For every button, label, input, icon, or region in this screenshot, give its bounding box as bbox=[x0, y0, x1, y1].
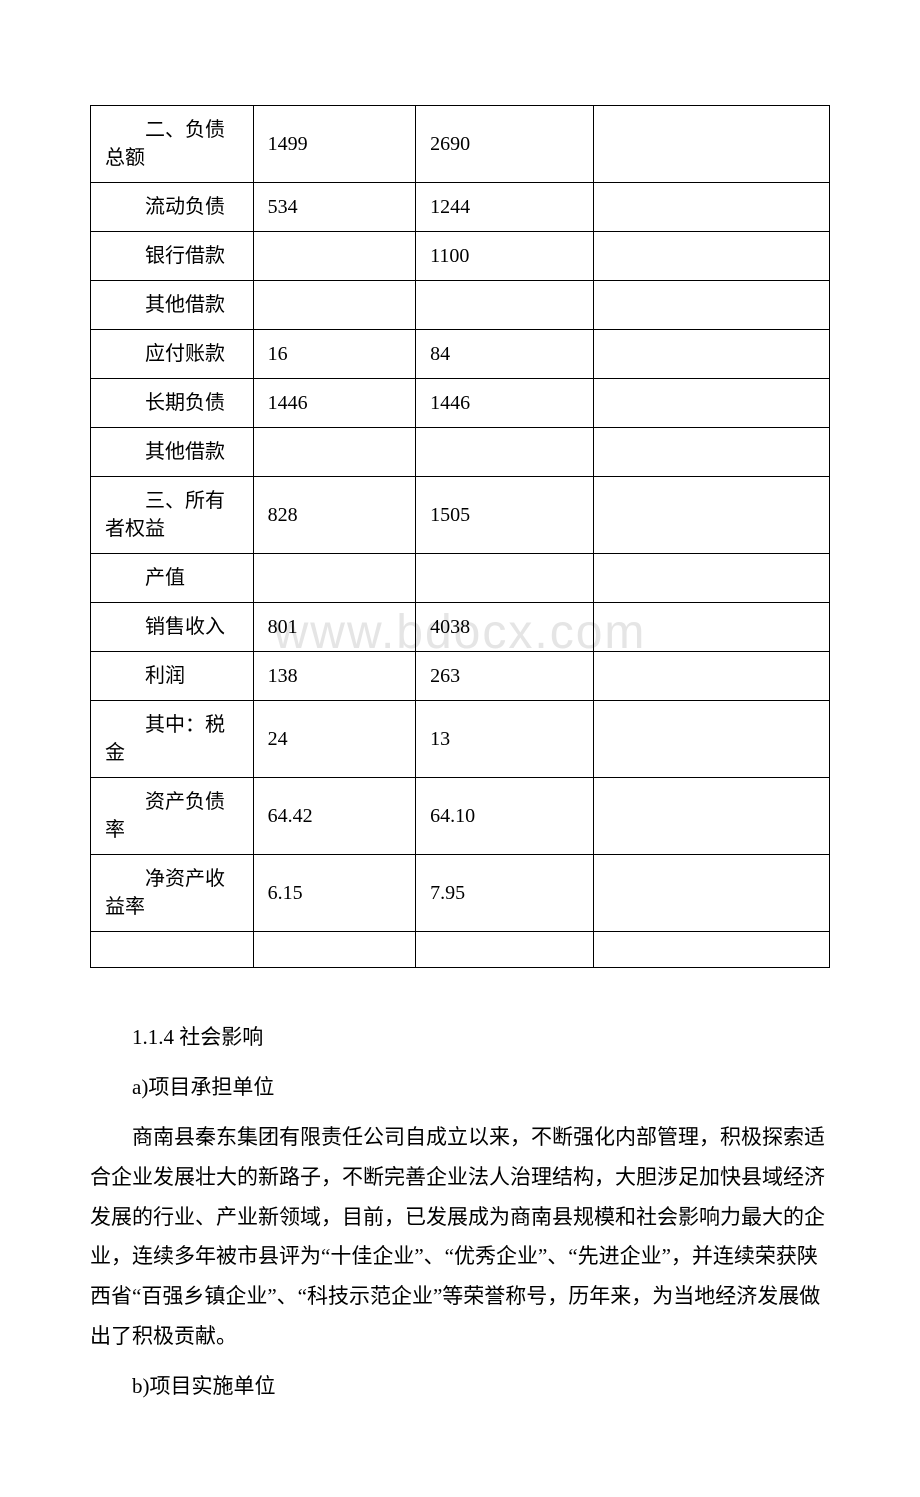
subsection-a-text: 商南县秦东集团有限责任公司自成立以来，不断强化内部管理，积极探索适合企业发展壮大… bbox=[90, 1118, 830, 1357]
row-value-2: 7.95 bbox=[416, 855, 593, 932]
row-value-3 bbox=[593, 603, 829, 652]
subsection-b-label: b)项目实施单位 bbox=[90, 1367, 830, 1407]
row-value-2: 1505 bbox=[416, 477, 593, 554]
row-value-3 bbox=[593, 477, 829, 554]
row-value-3 bbox=[593, 778, 829, 855]
row-value-3 bbox=[593, 281, 829, 330]
row-value-3 bbox=[593, 428, 829, 477]
row-value-2: 84 bbox=[416, 330, 593, 379]
row-value-3 bbox=[593, 330, 829, 379]
table-row: 二、负债总额 1499 2690 bbox=[91, 106, 830, 183]
subsection-a-label: a)项目承担单位 bbox=[90, 1068, 830, 1108]
row-value-1 bbox=[253, 281, 416, 330]
table-row: 销售收入 801 4038 bbox=[91, 603, 830, 652]
row-value-3 bbox=[593, 855, 829, 932]
table-row: 净资产收益率 6.15 7.95 bbox=[91, 855, 830, 932]
row-value-1: 1499 bbox=[253, 106, 416, 183]
row-label: 银行借款 bbox=[105, 242, 239, 270]
row-value-1: 138 bbox=[253, 652, 416, 701]
row-value-3 bbox=[593, 106, 829, 183]
row-value-1: 1446 bbox=[253, 379, 416, 428]
row-value-2 bbox=[416, 554, 593, 603]
row-label: 资产负债率 bbox=[105, 788, 239, 844]
row-value-1: 534 bbox=[253, 183, 416, 232]
row-label: 三、所有者权益 bbox=[105, 487, 239, 543]
row-value-1: 16 bbox=[253, 330, 416, 379]
row-label: 产值 bbox=[105, 564, 239, 592]
row-label: 利润 bbox=[105, 662, 239, 690]
row-label: 其他借款 bbox=[105, 438, 239, 466]
row-value-3 bbox=[593, 232, 829, 281]
row-label: 其他借款 bbox=[105, 291, 239, 319]
row-label: 应付账款 bbox=[105, 340, 239, 368]
row-value-2: 13 bbox=[416, 701, 593, 778]
row-label: 其中：税金 bbox=[105, 711, 239, 767]
table-row: 应付账款 16 84 bbox=[91, 330, 830, 379]
row-value-1 bbox=[253, 428, 416, 477]
body-text-section: 1.1.4 社会影响 a)项目承担单位 商南县秦东集团有限责任公司自成立以来，不… bbox=[90, 1018, 830, 1407]
row-label: 净资产收益率 bbox=[105, 865, 239, 921]
row-value-2 bbox=[416, 281, 593, 330]
row-value-2: 263 bbox=[416, 652, 593, 701]
row-value-3 bbox=[593, 379, 829, 428]
row-value-3 bbox=[593, 652, 829, 701]
table-row: 资产负债率 64.42 64.10 bbox=[91, 778, 830, 855]
row-label: 二、负债总额 bbox=[105, 116, 239, 172]
row-value-2 bbox=[416, 428, 593, 477]
table-row: 其中：税金 24 13 bbox=[91, 701, 830, 778]
row-value-3 bbox=[593, 183, 829, 232]
row-value-2: 2690 bbox=[416, 106, 593, 183]
row-value-2: 64.10 bbox=[416, 778, 593, 855]
row-value-2: 1446 bbox=[416, 379, 593, 428]
row-value-1: 24 bbox=[253, 701, 416, 778]
row-value-2: 1100 bbox=[416, 232, 593, 281]
row-value-1 bbox=[253, 232, 416, 281]
row-value-1: 6.15 bbox=[253, 855, 416, 932]
row-value-1 bbox=[253, 554, 416, 603]
row-value-3 bbox=[593, 554, 829, 603]
row-value-1: 64.42 bbox=[253, 778, 416, 855]
row-label: 销售收入 bbox=[105, 613, 239, 641]
row-value-2: 1244 bbox=[416, 183, 593, 232]
table-row: 长期负债 1446 1446 bbox=[91, 379, 830, 428]
row-label: 长期负债 bbox=[105, 389, 239, 417]
table-row: 流动负债 534 1244 bbox=[91, 183, 830, 232]
row-value-2: 4038 bbox=[416, 603, 593, 652]
row-label: 流动负债 bbox=[105, 193, 239, 221]
table-row: 三、所有者权益 828 1505 bbox=[91, 477, 830, 554]
row-value-1: 828 bbox=[253, 477, 416, 554]
table-row: 其他借款 bbox=[91, 281, 830, 330]
table-row: 其他借款 bbox=[91, 428, 830, 477]
table-row: 利润 138 263 bbox=[91, 652, 830, 701]
section-heading: 1.1.4 社会影响 bbox=[90, 1018, 830, 1058]
row-value-1: 801 bbox=[253, 603, 416, 652]
row-value-3 bbox=[593, 701, 829, 778]
table-row: 银行借款 1100 bbox=[91, 232, 830, 281]
table-row: 产值 bbox=[91, 554, 830, 603]
financial-table: 二、负债总额 1499 2690 流动负债 534 1244 银行借款 1100 bbox=[90, 105, 830, 968]
table-row-empty bbox=[91, 932, 830, 968]
